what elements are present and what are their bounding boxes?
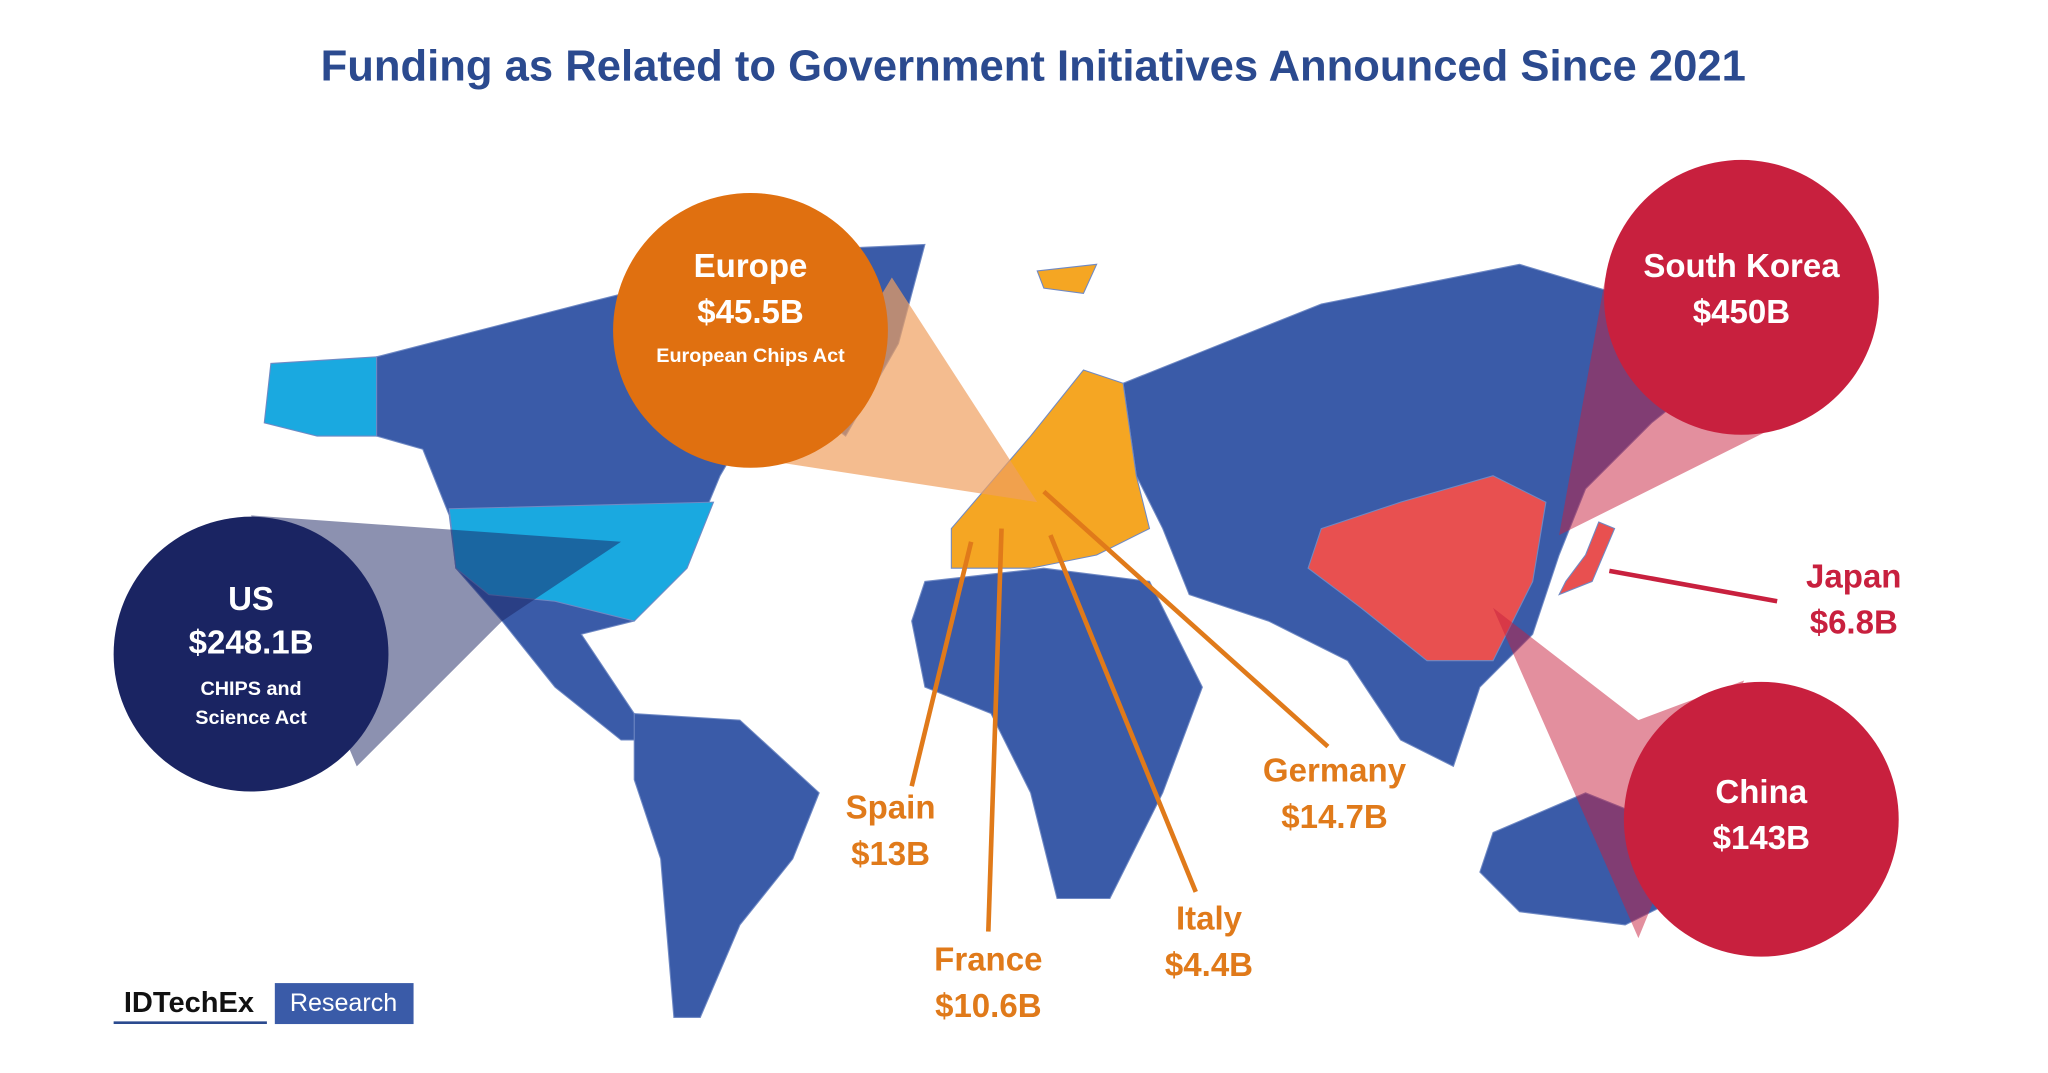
label-amount: $14.7B bbox=[1281, 798, 1387, 835]
logo: IDTechEx Research bbox=[113, 983, 414, 1025]
south-america bbox=[633, 712, 820, 1018]
europe bbox=[950, 369, 1151, 569]
spain-arrow bbox=[909, 541, 974, 787]
callout-circle bbox=[613, 192, 888, 468]
callout-name: South Korea bbox=[1643, 247, 1840, 284]
callout-amount: $143B bbox=[1713, 819, 1810, 856]
callout-amount: $45.5B bbox=[697, 293, 803, 330]
svalbard bbox=[1036, 263, 1098, 294]
germany-arrow bbox=[1042, 489, 1330, 749]
arrows bbox=[909, 489, 1778, 932]
callout-amount: $450B bbox=[1693, 293, 1790, 330]
china bbox=[1307, 475, 1547, 662]
italy-arrow bbox=[1048, 534, 1198, 893]
callout-name: US bbox=[228, 580, 274, 617]
callout-name: Europe bbox=[694, 247, 808, 284]
label-amount: $10.6B bbox=[935, 987, 1041, 1024]
logo-box bbox=[274, 983, 414, 1025]
callout-note: Science Act bbox=[195, 707, 307, 729]
logo-brand: IDTechEx bbox=[124, 987, 254, 1019]
callout-circle bbox=[1623, 681, 1899, 957]
callout-note: CHIPS and bbox=[200, 678, 301, 700]
callout-name: China bbox=[1715, 773, 1807, 810]
label-amount: $6.8B bbox=[1810, 604, 1898, 641]
label-amount: $4.4B bbox=[1165, 946, 1253, 983]
callout-note: European Chips Act bbox=[656, 345, 845, 367]
france-arrow bbox=[986, 528, 1004, 932]
label-name: Spain bbox=[846, 789, 936, 826]
title: Funding as Related to Government Initiat… bbox=[321, 42, 1746, 90]
japan-arrow bbox=[1608, 568, 1778, 604]
world-map bbox=[263, 243, 1719, 1018]
label-name: Italy bbox=[1176, 900, 1243, 937]
label-name: Japan bbox=[1806, 558, 1901, 595]
alaska bbox=[263, 356, 378, 437]
label-amount: $13B bbox=[851, 835, 930, 872]
label-name: France bbox=[934, 941, 1042, 978]
callout-amount: $248.1B bbox=[189, 624, 314, 661]
japan bbox=[1558, 521, 1616, 596]
europe-wedge bbox=[779, 277, 1038, 503]
label-name: Germany bbox=[1263, 752, 1407, 789]
africa bbox=[911, 567, 1203, 900]
china-wedge bbox=[1493, 607, 1745, 939]
callout-circle bbox=[113, 516, 389, 792]
callout-circle bbox=[1604, 159, 1879, 435]
logo-tag: Research bbox=[290, 989, 397, 1017]
labels: US $248.1B CHIPS and Science Act Europe $45.5… bbox=[113, 159, 1901, 1024]
